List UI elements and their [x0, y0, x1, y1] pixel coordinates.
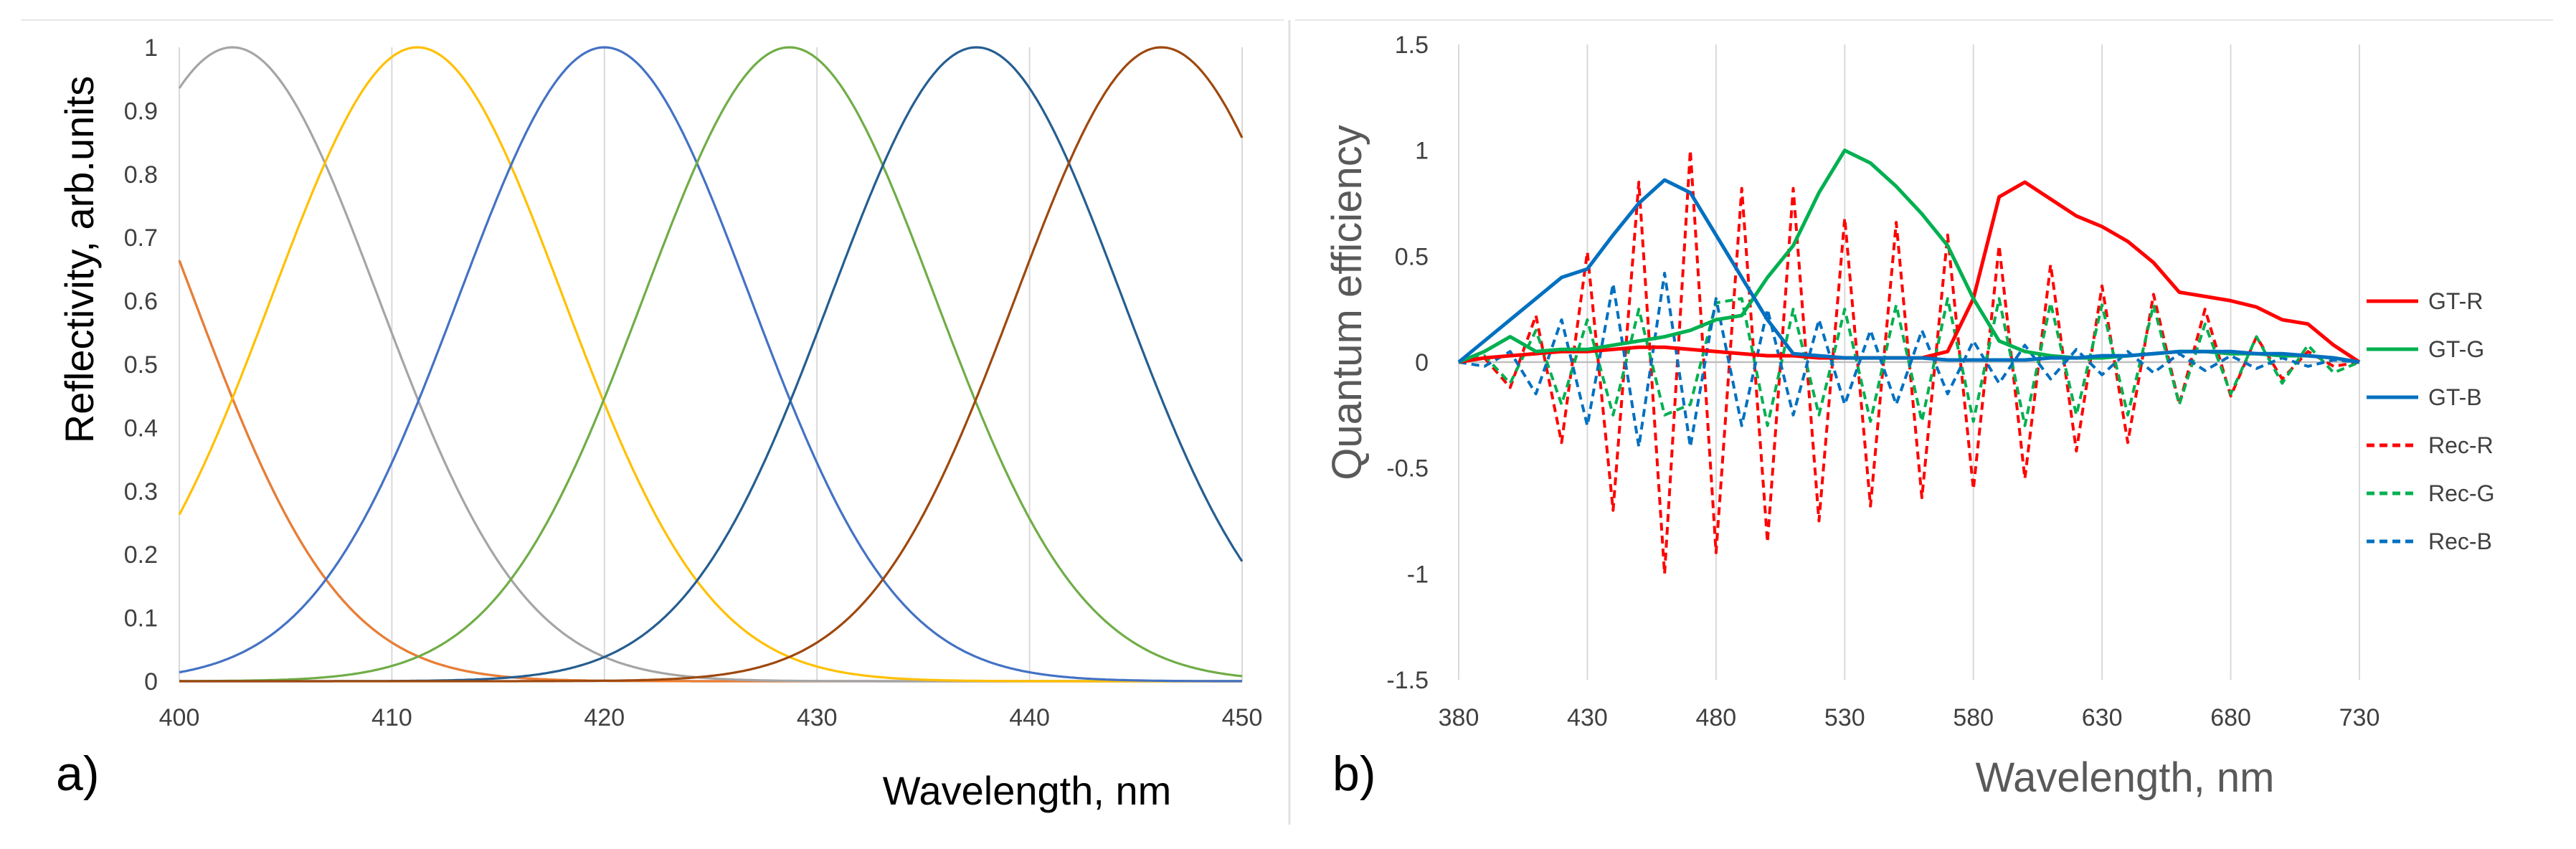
panel-b-x-ticks: 380 430 480 530 580 630 680 730 [1439, 704, 2380, 731]
panel-b: 380 430 480 530 580 630 680 730 -1.5 -1 -0.5 0 0.5 1… [1324, 32, 2494, 801]
panel-b-x-axis-title: Wavelength, nm [1976, 754, 2275, 801]
panel-a-x-tick-label: 400 [159, 704, 200, 731]
panel-a-curve-peak-402.5 [178, 46, 1242, 683]
panel-a-y-tick-label: 1 [144, 34, 158, 62]
panel-a-y-tick-label: 0.2 [124, 541, 158, 569]
panel-a-y-tick-label: 0.4 [124, 414, 158, 442]
panel-a: 400 410 420 430 440 450 0 0.1 0.2 0.3 0.4 0.5 0.6 0.… [56, 34, 1262, 813]
panel-a-y-tick-label: 0.7 [124, 224, 158, 252]
panel-b-y-tick-label: 1.5 [1395, 32, 1429, 59]
panel-a-grid [179, 47, 1243, 681]
legend-label-Rec-R: Rec-R [2428, 432, 2494, 458]
panel-a-x-ticks: 400 410 420 430 440 450 [159, 704, 1263, 731]
panel-b-series-GT-R [1458, 180, 2361, 364]
panel-a-y-ticks: 0 0.1 0.2 0.3 0.4 0.5 0.6 0.7 0.8 0.9 1 [124, 34, 158, 696]
panel-a-y-axis-title: Reflectivity, arb.units [57, 76, 102, 443]
panel-b-x-tick-label: 680 [2210, 704, 2251, 731]
panel-b-legend: GT-R GT-G GT-B Rec-R Rec-G Rec-B [2367, 288, 2494, 554]
panel-a-curve-peak-428.7 [179, 46, 1243, 683]
panel-a-curves [178, 46, 1244, 683]
panel-a-curve-peak-393.8 [178, 260, 1242, 683]
panel-b-y-tick-label: 0.5 [1395, 243, 1429, 270]
panel-a-x-tick-label: 420 [584, 704, 625, 731]
panel-a-y-tick-label: 0.1 [124, 605, 158, 632]
panel-b-y-ticks: -1.5 -1 -0.5 0 0.5 1 1.5 [1386, 32, 1429, 694]
legend-label-GT-G: GT-G [2428, 336, 2484, 362]
panel-b-x-tick-label: 530 [1824, 704, 1865, 731]
panel-b-y-tick-label: -1.5 [1386, 667, 1429, 694]
panel-a-curve-peak-446.2 [179, 46, 1244, 683]
panel-b-x-tick-label: 380 [1439, 704, 1479, 731]
legend-label-GT-R: GT-R [2428, 288, 2483, 314]
legend-label-Rec-B: Rec-B [2428, 528, 2492, 554]
panel-b-x-tick-label: 580 [1953, 704, 1994, 731]
panel-b-y-tick-label: 1 [1415, 138, 1429, 165]
legend-label-Rec-G: Rec-G [2428, 480, 2494, 506]
panel-b-y-axis-title: Quantum efficiency [1324, 125, 1370, 480]
panel-b-x-tick-label: 630 [2082, 704, 2123, 731]
panel-a-y-tick-label: 0.8 [124, 161, 158, 189]
legend-label-GT-B: GT-B [2428, 384, 2482, 410]
panel-b-x-tick-label: 730 [2339, 704, 2380, 731]
panel-a-curve-peak-393.8 [178, 260, 1242, 683]
panel-a-y-tick-label: 0 [144, 668, 158, 696]
panel-a-x-tick-label: 410 [371, 704, 412, 731]
panel-a-y-tick-label: 0.3 [124, 478, 158, 506]
panel-b-y-tick-label: -1 [1407, 561, 1429, 588]
panel-a-y-tick-label: 0.5 [124, 351, 158, 379]
panel-b-x-tick-label: 480 [1695, 704, 1736, 731]
panel-b-series-Rec-B [1458, 272, 2360, 449]
panel-b-y-tick-label: -0.5 [1386, 455, 1429, 483]
panel-a-curve-peak-420.0 [179, 46, 1242, 683]
panel-a-x-tick-label: 450 [1222, 704, 1263, 731]
panel-a-curve-peak-437.5 [179, 46, 1244, 683]
panel-a-y-tick-label: 0.9 [124, 98, 158, 125]
panel-b-label: b) [1332, 746, 1375, 801]
panel-a-y-tick-label: 0.6 [124, 288, 158, 316]
panel-a-x-tick-label: 430 [797, 704, 838, 731]
panel-b-lines [1457, 148, 2361, 576]
panel-a-x-tick-label: 440 [1009, 704, 1050, 731]
panel-a-label: a) [56, 746, 99, 801]
panel-b-y-tick-label: 0 [1415, 349, 1429, 376]
panel-b-series-GT-B [1457, 178, 2360, 364]
panel-a-x-axis-title: Wavelength, nm [883, 768, 1172, 813]
panel-b-x-tick-label: 430 [1567, 704, 1608, 731]
panel-a-curve-peak-411.2 [178, 46, 1242, 683]
